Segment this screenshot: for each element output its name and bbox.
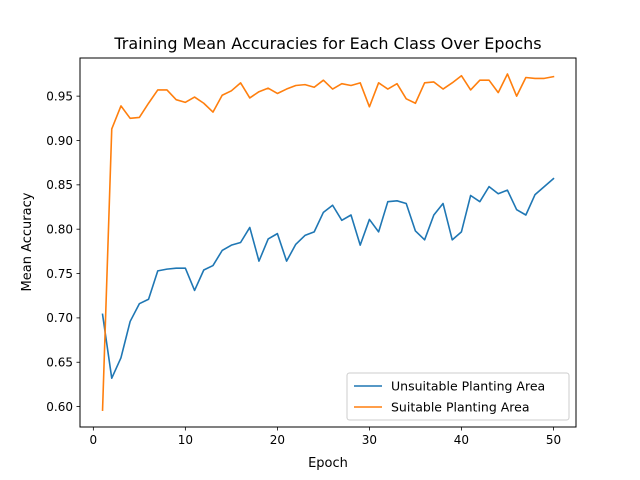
legend-box (346, 372, 570, 421)
legend: Unsuitable Planting Area Suitable Plantin… (346, 372, 570, 421)
y-axis-label: Mean Accuracy (20, 192, 35, 291)
y-tick-label: 0.60 (46, 400, 73, 414)
x-tick-label: 30 (362, 433, 377, 447)
x-axis-label: Epoch (308, 456, 348, 471)
y-tick-label: 0.75 (46, 267, 73, 281)
plot-area (79, 57, 577, 428)
x-tick-label: 50 (546, 433, 561, 447)
x-axis: 0 10 20 30 40 50 (90, 427, 561, 447)
chart-title: Training Mean Accuracies for Each Class … (113, 34, 541, 53)
series-line-2 (101, 73, 555, 411)
x-tick-label: 0 (90, 433, 98, 447)
y-tick-label: 0.90 (46, 134, 73, 148)
y-axis: 0.60 0.65 0.70 0.75 0.80 0.85 0.90 0.95 (46, 89, 80, 414)
y-tick-label: 0.80 (46, 222, 73, 236)
y-tick-label: 0.65 (46, 356, 73, 370)
series-line-1 (101, 177, 555, 380)
series-lines (101, 73, 555, 411)
x-tick-label: 10 (178, 433, 193, 447)
legend-label: Unsuitable Planting Area (391, 379, 545, 394)
y-tick-label: 0.95 (46, 89, 73, 103)
y-tick-label: 0.70 (46, 311, 73, 325)
y-tick-label: 0.85 (46, 178, 73, 192)
x-tick-label: 40 (454, 433, 469, 447)
x-tick-label: 20 (270, 433, 285, 447)
legend-label: Suitable Planting Area (391, 400, 530, 415)
